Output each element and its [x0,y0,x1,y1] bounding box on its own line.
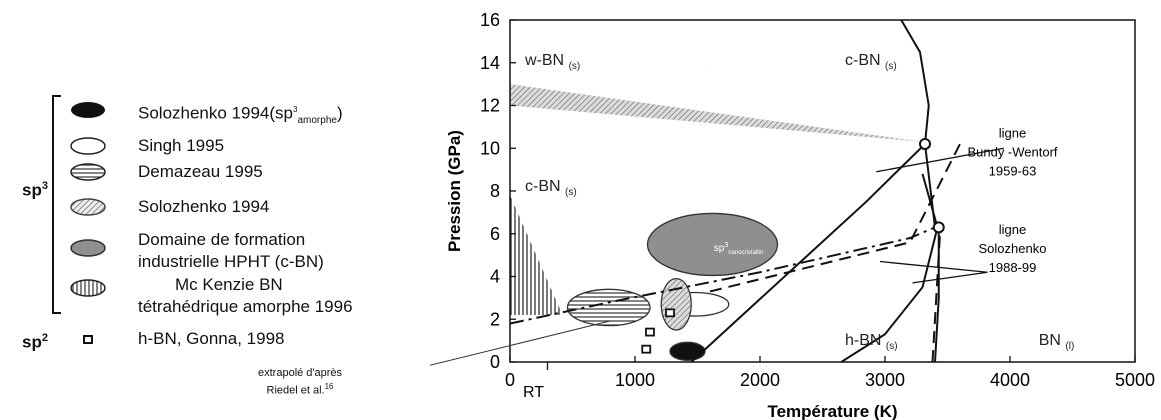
x-tick-label-0: 0 [505,370,515,390]
sp3-bracket [52,95,61,314]
legend-symbols [70,102,106,344]
line-melting-curve-2 [934,227,940,362]
y-tick-label-12: 12 [480,96,500,116]
region-w-bn-hatch [510,84,923,142]
y-tick-label-4: 4 [490,267,500,287]
legend-diagonal-hatch-ellipse-icon [70,198,106,216]
annotation-0-line-2: 1959-63 [989,164,1037,179]
phase-diagram-chart: 0 1000 2000 3000 4000 5000 RT 0 2 4 6 8 10 12 14 16 Temp… [430,10,1155,420]
annotation-0-line-1: Bundy -Wentorf [967,145,1057,160]
y-tick-label-0: 0 [490,352,500,372]
annotation-1-line-2: 1988-99 [989,260,1037,275]
line-solozhenko [510,226,936,325]
legend-item-hpht-line1: Domaine de formation [138,230,306,249]
legend-black-ellipse-icon [71,102,105,118]
legend-vertical-hatch-ellipse-icon [70,279,106,297]
triple-point-1 [932,221,945,234]
riedel-pointer-line [430,320,611,366]
line-riedel-vertical [931,233,941,362]
x-axis-label: Température (K) [767,402,897,420]
region-solozhenko-1994 [660,277,692,331]
data-point-gonna-2 [665,308,675,318]
line-extrapolation [709,143,961,293]
data-point-gonna-1 [641,344,652,354]
region-c-bn-hatch [672,56,923,142]
y-tick-label-16: 16 [480,10,500,30]
line-melting-curve [840,173,939,362]
line-bundy-wentorf [690,141,936,362]
data-point-gonna-0 [645,327,655,337]
x-tick-label-2000: 2000 [740,370,780,390]
riedel-annotation: extrapolé d'après Riedel et al.16 [258,367,343,397]
legend-white-ellipse-icon [70,137,106,155]
legend-small-square-icon [83,335,93,344]
legend-item-solozhenko-amorphe: Solozhenko 1994(sp3amorphe) [138,103,343,127]
annotation-1-line-1: Solozhenko [979,241,1047,256]
bundy-pointer-line [876,147,1004,173]
legend-item-mckenzie-line2: tétrahédrique amorphe 1996 [138,297,353,316]
region-label-bn-l: BN (l) [1039,332,1075,352]
legend-gray-ellipse-icon [70,239,106,257]
x-tick-label-rt: RT [523,384,544,401]
region-mc-kenzie-1996 [510,195,563,315]
region-label-c-bn-s: c-BN (s) [525,178,577,198]
region-solozhenko-1994-amorphe [669,341,706,361]
region-demazeau-1995 [566,288,651,327]
region-label-c-bn-s: c-BN (s) [845,52,897,72]
solozhenko-pointer-line-1 [879,260,988,273]
blob-label-nanocristallin: sp3nanocristallin [714,242,764,256]
region-label-w-bn-s: w-BN (s) [524,52,580,72]
line-c-bn-w-bn-boundary [900,20,930,145]
annotation-1-line-0: ligne [999,222,1026,237]
legend-item-hpht-line2: industrielle HPHT (c-BN) [138,252,324,271]
solozhenko-pointer-line-2 [912,271,988,284]
x-tick-label-1000: 1000 [615,370,655,390]
legend-item-gonna: h-BN, Gonna, 1998 [138,329,285,348]
y-tick-label-14: 14 [480,53,500,73]
legend-item-solozhenko: Solozhenko 1994 [138,197,270,216]
triple-point-0 [919,137,931,150]
legend-horizontal-hatch-ellipse-icon [70,163,106,181]
y-axis-label: Pression (GPa) [445,130,464,252]
legend-item-mckenzie-line1: Mc Kenzie BN [175,275,283,294]
y-tick-label-2: 2 [490,309,500,329]
sp3-label: sp3 [22,180,48,200]
y-tick-label-8: 8 [490,181,500,201]
y-tick-label-10: 10 [480,138,500,158]
x-tick-label-3000: 3000 [865,370,905,390]
legend-item-demazeau: Demazeau 1995 [138,162,263,181]
sp2-label: sp2 [22,332,48,352]
annotation-0-line-0: ligne [999,126,1026,141]
legend: sp3 sp2 Solozhenko 1994(sp3amorphe) Sing… [0,0,440,420]
region-hpht-domain [646,212,779,277]
x-tick-label-4000: 4000 [990,370,1030,390]
legend-item-singh: Singh 1995 [138,136,225,155]
region-label-h-bn-s: h-BN (s) [845,332,898,352]
y-tick-label-6: 6 [490,224,500,244]
x-tick-label-5000: 5000 [1115,370,1155,390]
